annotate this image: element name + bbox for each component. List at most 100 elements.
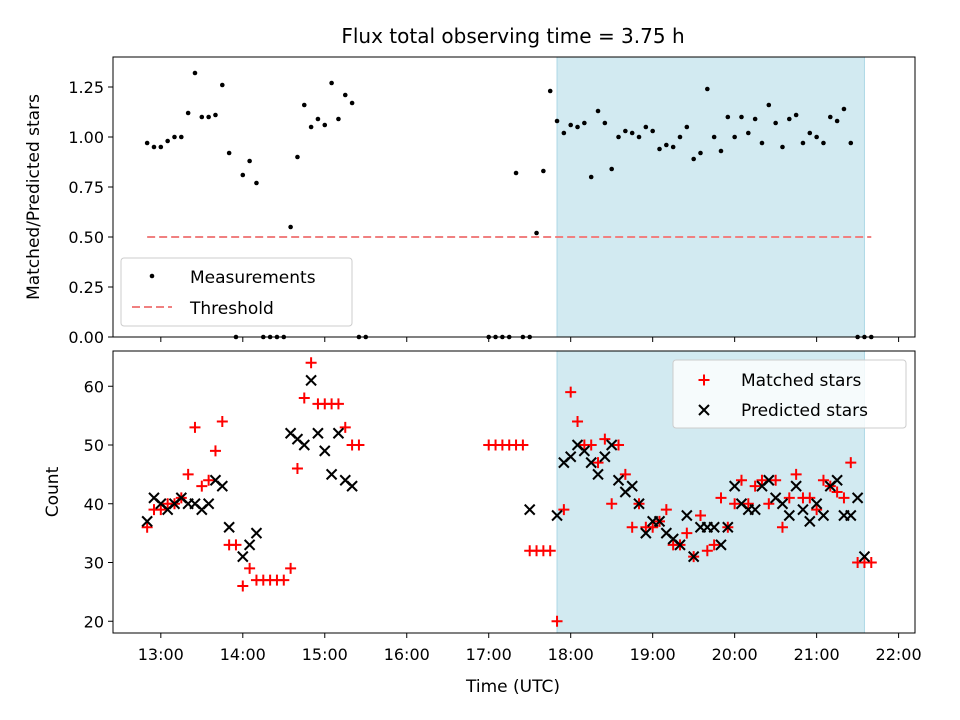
matched-point [865,557,877,568]
measurement-point [705,86,710,92]
measurement-point [342,92,348,98]
predicted-point [605,439,618,451]
predicted-point [722,521,734,533]
predicted-point [243,539,256,551]
matched-point [619,468,631,480]
top-y-tick-label: 1.00 [68,128,104,147]
top-y-axis-label: Matched/Predicted stars [24,94,44,300]
predicted-point-b [612,474,625,486]
predicted-point [524,503,536,516]
matched-point [517,439,529,451]
measurement-point [793,112,799,118]
top-y-tick-label: 0.00 [68,328,104,347]
matched-point [613,439,625,451]
top-axes-frame [112,56,916,338]
predicted-point [653,515,666,528]
predicted-point-b [715,539,727,551]
measurement-point [308,124,314,130]
matched-point [332,398,344,410]
predicted-point-b [346,480,358,492]
matched-point [216,416,228,427]
predicted-point-b [804,515,816,528]
predicted-point-b [319,445,331,457]
predicted-point-b [776,498,789,510]
matched-point [701,545,713,557]
measurement-point [725,114,731,120]
predicted-point-b [626,480,638,492]
matched-point [285,562,297,574]
predicted-point [851,492,864,504]
predicted-point [599,451,611,463]
predicted-point-b [687,550,700,563]
predicted-point [858,550,871,563]
predicted-point-b [141,515,153,528]
bottom-x-ticks: 13:00 14:00 15:00 16:00 17:00 18:00 19:00 20:00… [138,633,922,664]
bottom-axes-frame [112,350,916,634]
measurement-point [179,134,184,140]
measurement-point [185,110,191,116]
legend-matched-glyph [698,374,710,386]
measurement-point [349,100,355,106]
predicted-point [325,468,338,481]
predicted-point [305,374,317,387]
bottom-y-ticks: 20 30 40 50 60 [84,377,113,631]
measurement-point [732,134,737,140]
measurement-point [158,144,164,150]
bottom-y-tick-label: 50 [84,436,104,455]
predicted-point [797,503,809,516]
matched-point [811,504,823,516]
top-legend: Measurements Threshold [120,257,353,327]
predicted-point [202,498,215,510]
legend-measurements-marker [149,273,155,279]
predicted-point-b [312,427,324,439]
measurement-point [151,144,157,150]
predicted-point-b [524,503,536,516]
measurement-point [247,158,252,164]
matched-point [209,445,221,457]
predicted-point-b [633,498,645,510]
matched-point [339,421,351,433]
measurement-point [554,118,560,124]
predicted-point-b [708,521,720,533]
predicted-point-b [831,474,843,486]
measurement-point [602,120,608,126]
predicted-point-b [797,503,809,516]
measurement-point [821,140,826,146]
top-x-ticks [160,337,900,342]
measurement-point [547,88,553,94]
predicted-point-b [284,427,297,439]
predicted-point-b [722,521,734,533]
matched-point [203,474,215,486]
measurement-point [834,118,840,124]
measurement-point [172,134,177,140]
predicted-point-b [250,527,263,539]
measurement-point [513,170,519,176]
matched-point [763,498,775,510]
measurement-point [213,112,218,118]
bottom-y-tick-label: 30 [84,554,104,573]
top-y-tick-label: 0.50 [68,228,104,247]
predicted-point-b [325,468,338,481]
measurement-point [759,140,765,146]
matched-point [189,421,201,433]
matched-point [155,504,167,516]
measurement-point [664,142,669,148]
matched-point [558,504,570,516]
predicted-point-b [783,509,796,522]
legend-matched-label: Matched stars [741,371,861,391]
predicted-point [633,498,645,510]
bottom-legend-box [672,359,907,429]
measurement-point [595,108,601,114]
predicted-point-b [223,521,235,533]
matched-point [756,474,768,486]
matched-point [790,468,802,480]
measurement-point [609,166,614,172]
matched-point [565,386,577,398]
matched-point [838,492,850,504]
measurement-point [848,140,854,146]
predicted-point [319,445,331,457]
measurement-point [691,156,696,162]
measurement-point [814,134,819,140]
predicted-point [612,474,625,486]
measurement-point [711,134,717,140]
